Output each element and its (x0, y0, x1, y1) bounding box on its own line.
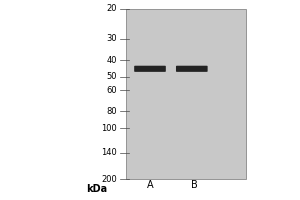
Text: 100: 100 (101, 124, 117, 133)
Text: 80: 80 (106, 107, 117, 116)
FancyBboxPatch shape (134, 66, 166, 72)
Text: 50: 50 (107, 72, 117, 81)
Text: A: A (147, 180, 153, 190)
Text: B: B (191, 180, 198, 190)
Text: 20: 20 (107, 4, 117, 13)
Text: 200: 200 (101, 175, 117, 184)
Text: 40: 40 (107, 56, 117, 65)
Bar (126, 9, 246, 179)
Text: 30: 30 (106, 34, 117, 43)
Text: 140: 140 (101, 148, 117, 157)
FancyBboxPatch shape (176, 66, 208, 72)
Text: kDa: kDa (86, 184, 107, 194)
Text: 60: 60 (106, 86, 117, 95)
